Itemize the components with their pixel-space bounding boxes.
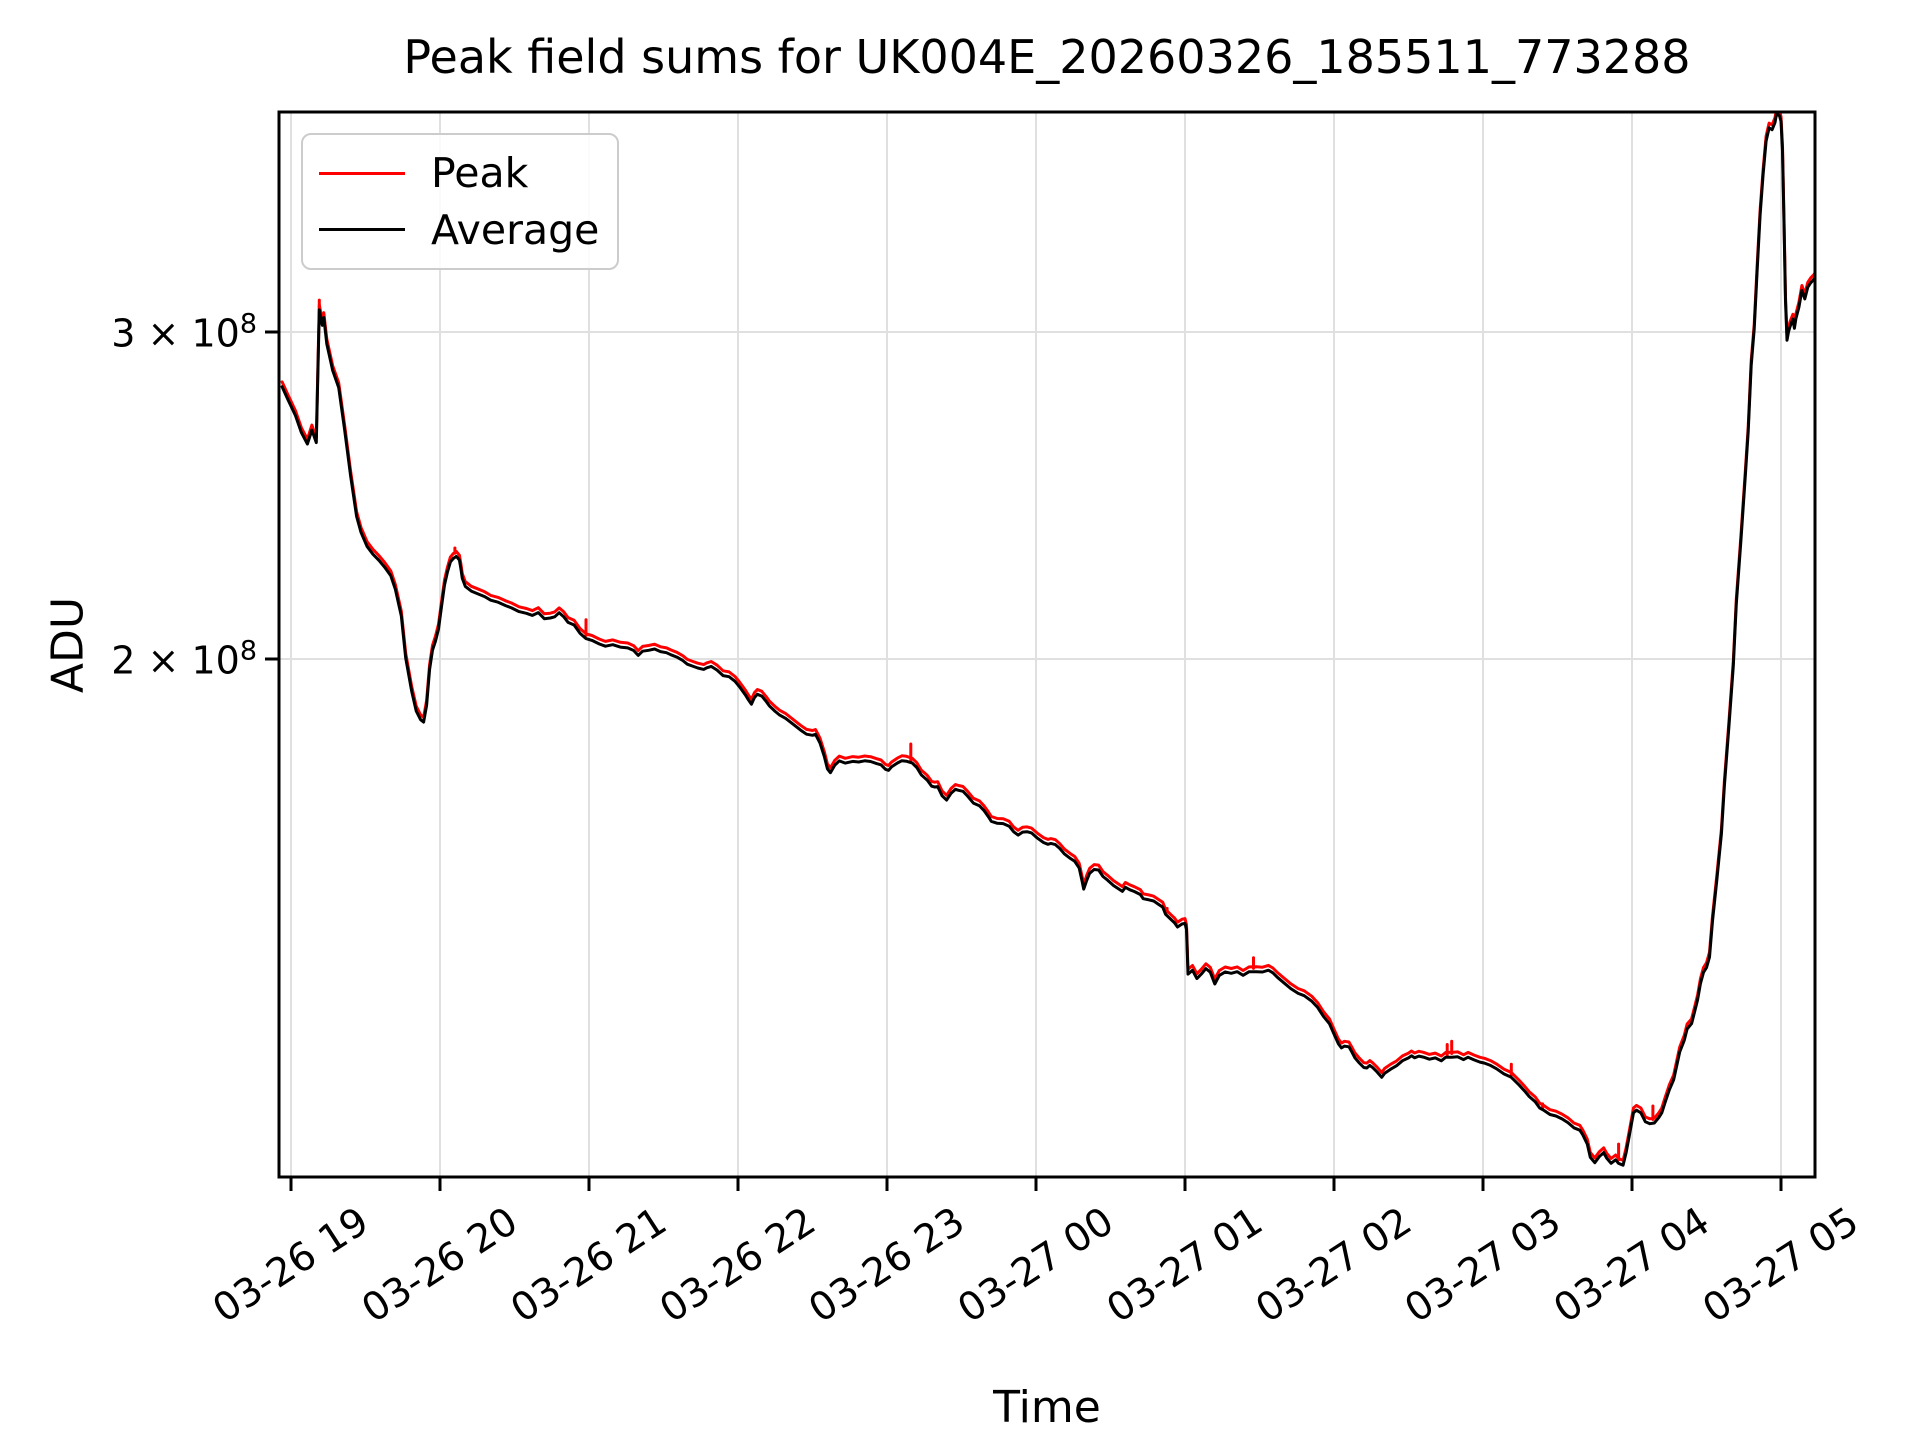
- legend-label-peak: Peak: [431, 149, 529, 198]
- chart-title: Peak field sums for UK004E_20260326_1855…: [403, 30, 1691, 84]
- legend-label-average: Average: [431, 205, 600, 254]
- peak-line: [280, 112, 1815, 1162]
- peak-line-swatch: [319, 171, 405, 175]
- gridlines: [279, 112, 1815, 1177]
- axis-ticks: [265, 330, 1783, 1191]
- average-line: [280, 112, 1815, 1167]
- y-tick-label: 2 × 108: [111, 635, 257, 683]
- peak-spikes: [317, 298, 1655, 1162]
- legend-box: Peak Average: [301, 133, 619, 270]
- x-axis-label: Time: [993, 1382, 1101, 1433]
- plot-border: [277, 110, 1817, 1179]
- y-tick-label: 3 × 108: [111, 308, 257, 356]
- legend-entry-average: Average: [303, 206, 617, 254]
- legend-entry-peak: Peak: [303, 149, 617, 197]
- average-line-swatch: [319, 228, 405, 232]
